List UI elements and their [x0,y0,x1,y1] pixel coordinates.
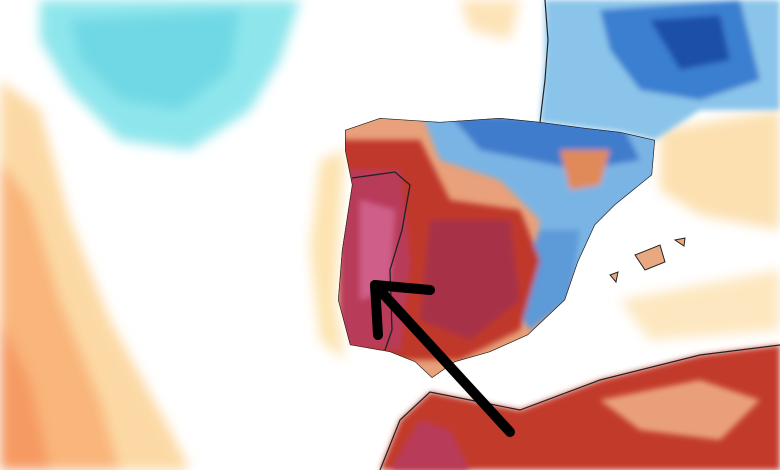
arrow [370,280,515,437]
france-coast [539,0,549,123]
france-shading [540,0,780,140]
africa-shading [379,344,780,470]
islands [609,237,686,284]
